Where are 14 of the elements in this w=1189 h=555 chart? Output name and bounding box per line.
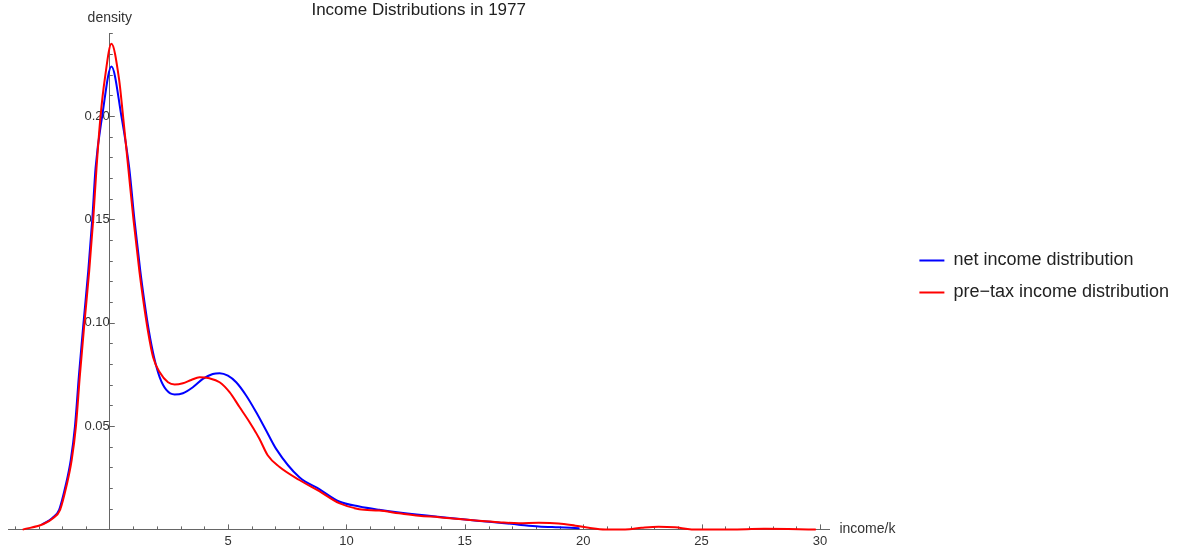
x-tick-label: 30 — [812, 532, 828, 548]
x-tick-label: 5 — [224, 532, 232, 548]
legend-label: pre−tax income distribution — [953, 281, 1170, 302]
x-tick-label: 25 — [694, 532, 709, 548]
legend-label: net income distribution — [953, 249, 1134, 270]
x-tick-label: 15 — [457, 532, 473, 548]
chart-title: Income Distributions in 1977 — [311, 0, 526, 19]
y-axis-title: density — [87, 9, 132, 26]
x-axis-title: income/k — [839, 520, 897, 537]
x-tick-label: 20 — [575, 532, 591, 548]
line-series — [41, 65, 580, 530]
line-series — [22, 42, 817, 531]
y-tick-label: 0.05 — [84, 417, 110, 433]
x-tick-label: 10 — [339, 532, 354, 548]
